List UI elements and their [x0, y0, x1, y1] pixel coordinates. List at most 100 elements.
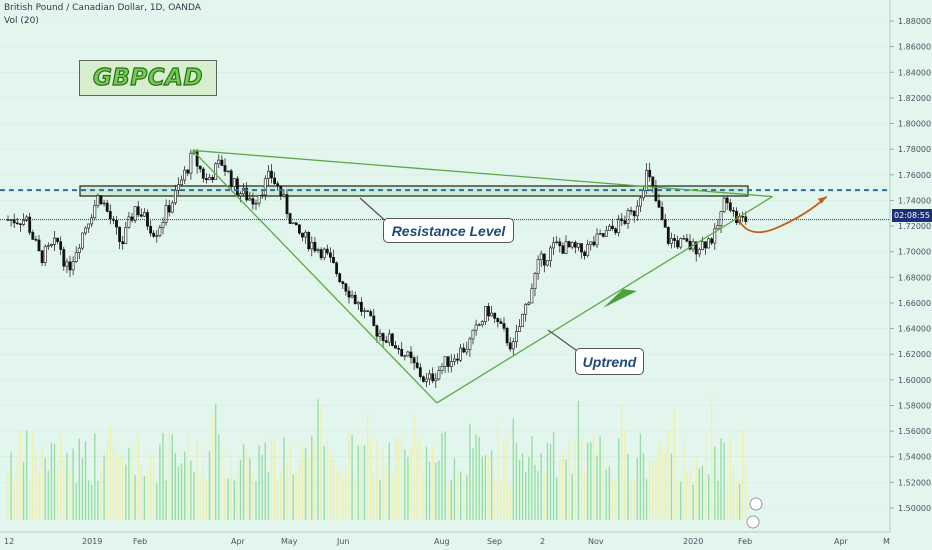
candle: [49, 243, 53, 248]
volume-bar: [630, 480, 632, 520]
volume-bar: [546, 442, 549, 520]
volume-bar: [528, 456, 530, 520]
volume-bar: [109, 424, 111, 520]
candle: [508, 337, 512, 352]
candle: [505, 326, 509, 347]
volume-bar: [490, 450, 493, 520]
candle: [325, 244, 329, 256]
volume-bar: [233, 480, 235, 520]
candle: [462, 343, 466, 354]
candle: [483, 306, 487, 325]
candle: [719, 210, 723, 234]
candle: [164, 199, 168, 226]
candle: [93, 199, 97, 221]
volume-bar: [639, 433, 642, 520]
volume-bar: [525, 472, 527, 520]
volume-bar: [295, 472, 297, 520]
candle: [676, 235, 680, 250]
volume-bar: [534, 464, 536, 520]
candle: [294, 222, 298, 226]
candle: [211, 175, 215, 183]
candle: [611, 218, 614, 231]
volume-bar: [335, 471, 338, 520]
volume-bar: [376, 440, 378, 520]
volume-bar: [202, 453, 204, 520]
candle: [375, 324, 379, 343]
candle: [46, 242, 50, 251]
volume-bar: [47, 470, 49, 520]
candle: [356, 300, 360, 310]
chart-title: British Pound / Canadian Dollar, 1D, OAN…: [4, 3, 201, 13]
candle: [161, 217, 165, 235]
volume-bar: [72, 448, 74, 520]
candle: [220, 155, 224, 166]
volume-bar: [348, 432, 350, 520]
volume-bar: [78, 438, 80, 520]
volume-bar: [680, 481, 682, 520]
volume-bar: [419, 437, 421, 520]
candle: [682, 235, 686, 240]
candle: [263, 175, 267, 201]
volume-bar: [286, 463, 288, 520]
candle: [316, 247, 320, 254]
y-tick-label: 1.58000: [898, 401, 931, 410]
volume-bar: [44, 457, 46, 520]
volume-bar: [190, 460, 192, 520]
x-tick-label: 12: [4, 537, 14, 546]
candle: [713, 223, 717, 251]
volume-legend-icons: [746, 497, 763, 529]
volume-bar: [16, 454, 18, 520]
volume-indicator-label: Vol (20): [4, 16, 39, 26]
volume-bar: [304, 448, 307, 520]
volume-bar: [729, 439, 731, 520]
candle: [102, 199, 106, 207]
candle: [307, 231, 311, 252]
volume-bar: [391, 475, 394, 520]
candle: [468, 336, 472, 357]
volume-bars: [7, 398, 747, 520]
candle: [638, 196, 642, 213]
candle: [84, 226, 87, 236]
volume-bar: [81, 458, 84, 520]
candle: [635, 200, 639, 221]
candle: [679, 237, 683, 250]
volume-bar: [407, 456, 409, 520]
volume-bar: [242, 444, 245, 520]
volume-bar: [125, 464, 127, 520]
volume-bar: [184, 451, 186, 520]
volume-bar: [50, 442, 53, 520]
volume-bar: [441, 433, 443, 520]
candle: [155, 230, 159, 243]
volume-bar: [382, 448, 384, 520]
volume-bar: [602, 439, 604, 520]
volume-bar: [605, 470, 607, 520]
volume-bar: [29, 476, 31, 520]
candle: [595, 228, 599, 249]
volume-bar: [360, 443, 363, 520]
candle: [214, 162, 218, 180]
symbol-logo: GBPCAD: [79, 60, 217, 96]
candle: [403, 354, 407, 361]
candle: [694, 241, 698, 262]
candle: [108, 204, 112, 225]
candle: [533, 271, 537, 297]
candle: [623, 215, 627, 226]
volume-bar: [636, 457, 638, 520]
volume-bar: [711, 398, 713, 520]
volume-bar: [252, 473, 254, 520]
candle: [722, 196, 726, 214]
candle: [384, 335, 388, 344]
volume-bar: [537, 471, 539, 520]
candle: [18, 223, 22, 232]
volume-bar: [732, 468, 735, 520]
volume-bar: [342, 475, 344, 520]
candle: [347, 286, 351, 304]
candle: [428, 369, 432, 386]
volume-bar: [357, 445, 359, 520]
volume-bar: [453, 458, 456, 520]
volume-bar: [738, 483, 741, 520]
volume-bar: [565, 459, 567, 520]
candle: [493, 312, 497, 324]
volume-bar: [215, 403, 217, 520]
candle: [626, 207, 630, 229]
